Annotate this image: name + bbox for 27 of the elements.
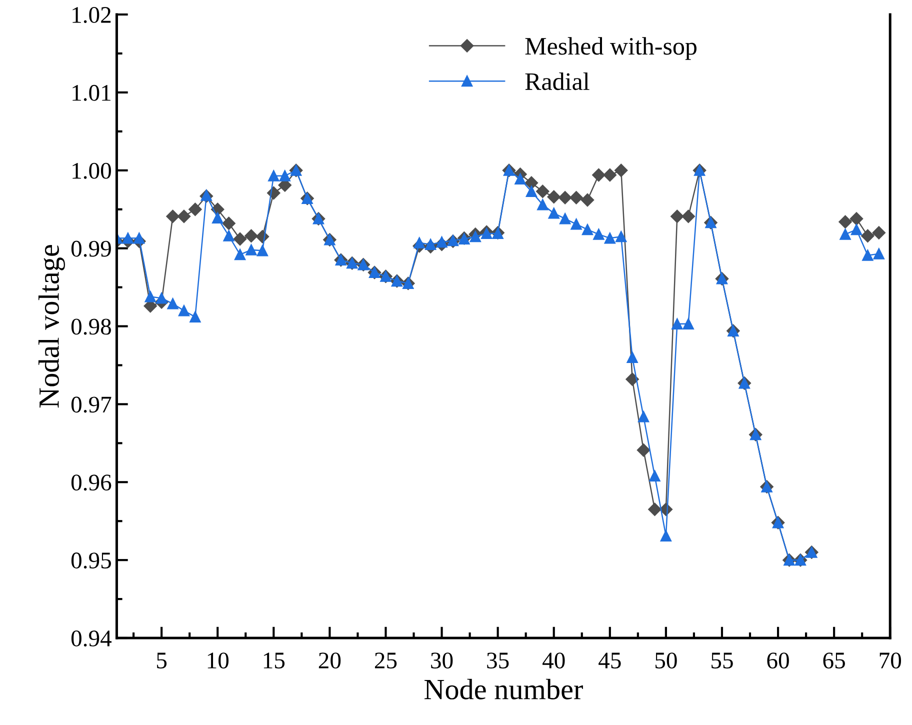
- y-tick-label: 0.96: [71, 474, 112, 491]
- x-tick-label: 30: [431, 652, 453, 669]
- y-axis-title: Nodal voltage: [38, 245, 65, 408]
- y-tick-label: 1.01: [72, 84, 110, 101]
- y-tick-label: 0.95: [71, 552, 111, 569]
- x-tick-label: 25: [374, 652, 397, 669]
- x-tick-label: 10: [208, 652, 229, 669]
- x-tick-label: 15: [264, 652, 285, 669]
- y-tick-label: 0.98: [71, 318, 111, 335]
- x-tick-label: 70: [880, 652, 902, 669]
- x-tick-label: 45: [598, 652, 621, 669]
- x-tick-label: 35: [487, 652, 509, 669]
- x-tick-label: 20: [318, 652, 341, 669]
- legend-label: Radial: [525, 72, 590, 90]
- y-tick-label: 0.99: [71, 240, 111, 257]
- x-tick-label: 5: [157, 652, 167, 669]
- y-tick-label: 1.00: [72, 162, 111, 179]
- legend-label: Meshed with-sop: [525, 37, 696, 60]
- x-axis-title: Node number: [424, 678, 583, 700]
- y-tick-label: 1.02: [72, 6, 111, 24]
- x-tick-label: 60: [767, 652, 789, 669]
- x-tick-label: 65: [823, 652, 845, 669]
- x-tick-label: 55: [712, 652, 733, 669]
- x-tick-label: 50: [656, 652, 677, 669]
- y-tick-label: 0.97: [71, 396, 112, 413]
- y-tick-label: 0.94: [71, 630, 112, 647]
- x-tick-label: 40: [542, 652, 565, 669]
